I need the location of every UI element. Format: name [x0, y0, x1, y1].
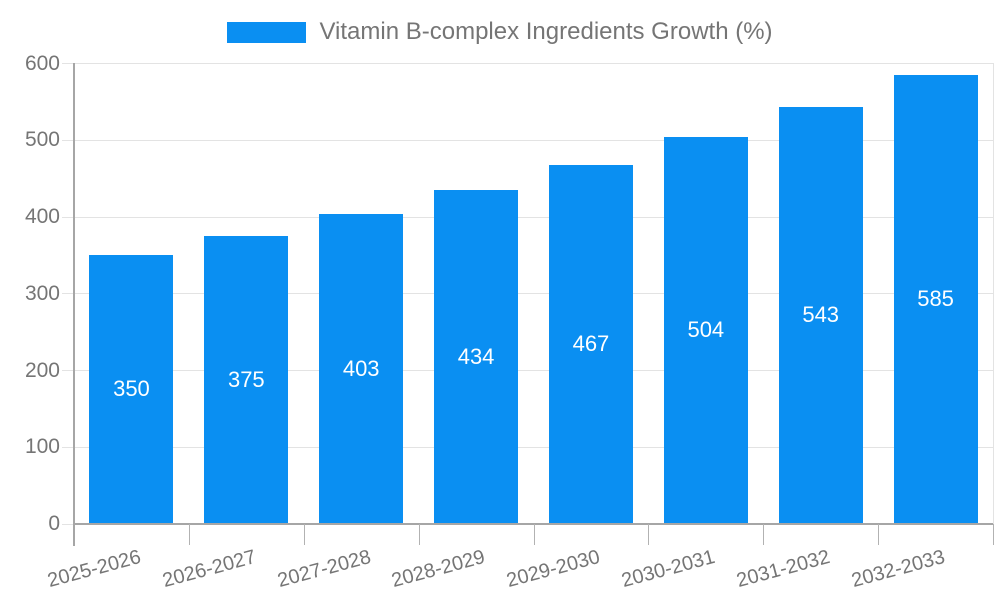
x-axis-tick-label: 2028-2029 [389, 546, 488, 593]
y-axis-tick-label: 100 [24, 435, 60, 459]
y-axis-tick-label: 600 [24, 51, 60, 75]
x-axis-tick-label: 2030-2031 [619, 546, 718, 593]
bar [778, 106, 863, 524]
y-tick-mark [62, 523, 74, 525]
x-axis-tick-label: 2031-2032 [734, 546, 833, 593]
y-gridline [74, 139, 993, 141]
x-axis-tick-label: 2032-2033 [849, 546, 948, 593]
x-tick-mark [303, 524, 305, 545]
x-axis-tick-label: 2029-2030 [504, 546, 603, 593]
x-tick-mark [418, 524, 420, 545]
y-axis-tick-label: 400 [24, 205, 60, 228]
x-tick-mark [993, 524, 994, 545]
bar [204, 235, 289, 524]
bar-value-label: 585 [917, 286, 954, 311]
x-axis-tick-label: 2025-2026 [45, 546, 144, 593]
y-tick-mark [62, 216, 74, 218]
y-tick-mark [62, 63, 74, 64]
bar-value-label: 467 [572, 331, 610, 357]
bar-value-label: 350 [113, 376, 150, 402]
legend: Vitamin B-complex Ingredients Growth (%) [0, 15, 1000, 49]
bar [89, 254, 174, 524]
bar [893, 74, 978, 524]
x-tick-mark [878, 524, 880, 545]
y-axis-tick-label: 500 [24, 128, 60, 152]
y-tick-mark [62, 446, 74, 448]
bar [663, 136, 748, 524]
bar-value-label: 375 [227, 366, 265, 392]
x-tick-mark [188, 524, 190, 545]
y-gridline [74, 216, 993, 218]
y-gridline [74, 63, 993, 64]
y-tick-mark [62, 293, 74, 295]
y-gridline [74, 446, 993, 448]
plot-right-border [993, 63, 994, 524]
y-axis-line [73, 63, 75, 546]
legend-swatch[interactable] [227, 21, 307, 43]
y-gridline [74, 370, 993, 371]
bar-value-label: 434 [457, 343, 495, 369]
x-axis-tick-label: 2026-2027 [159, 546, 259, 593]
x-axis-line [74, 522, 993, 525]
y-axis-tick-label: 0 [48, 512, 60, 535]
bar-value-label: 504 [687, 317, 725, 343]
x-tick-mark [763, 524, 765, 545]
bar-value-label: 543 [802, 302, 840, 328]
x-axis-tick-label: 2027-2028 [274, 546, 373, 593]
bar [434, 190, 519, 524]
bar-value-label: 403 [342, 355, 380, 381]
y-tick-mark [62, 370, 74, 371]
y-gridline [74, 293, 993, 295]
bar [319, 214, 404, 524]
y-axis-tick-label: 300 [24, 281, 60, 305]
bar [548, 165, 633, 524]
y-tick-mark [62, 139, 74, 141]
legend-label[interactable]: Vitamin B-complex Ingredients Growth (%) [319, 18, 773, 45]
y-axis-tick-label: 200 [24, 358, 60, 382]
x-tick-mark [533, 524, 535, 545]
x-tick-mark [648, 524, 650, 545]
